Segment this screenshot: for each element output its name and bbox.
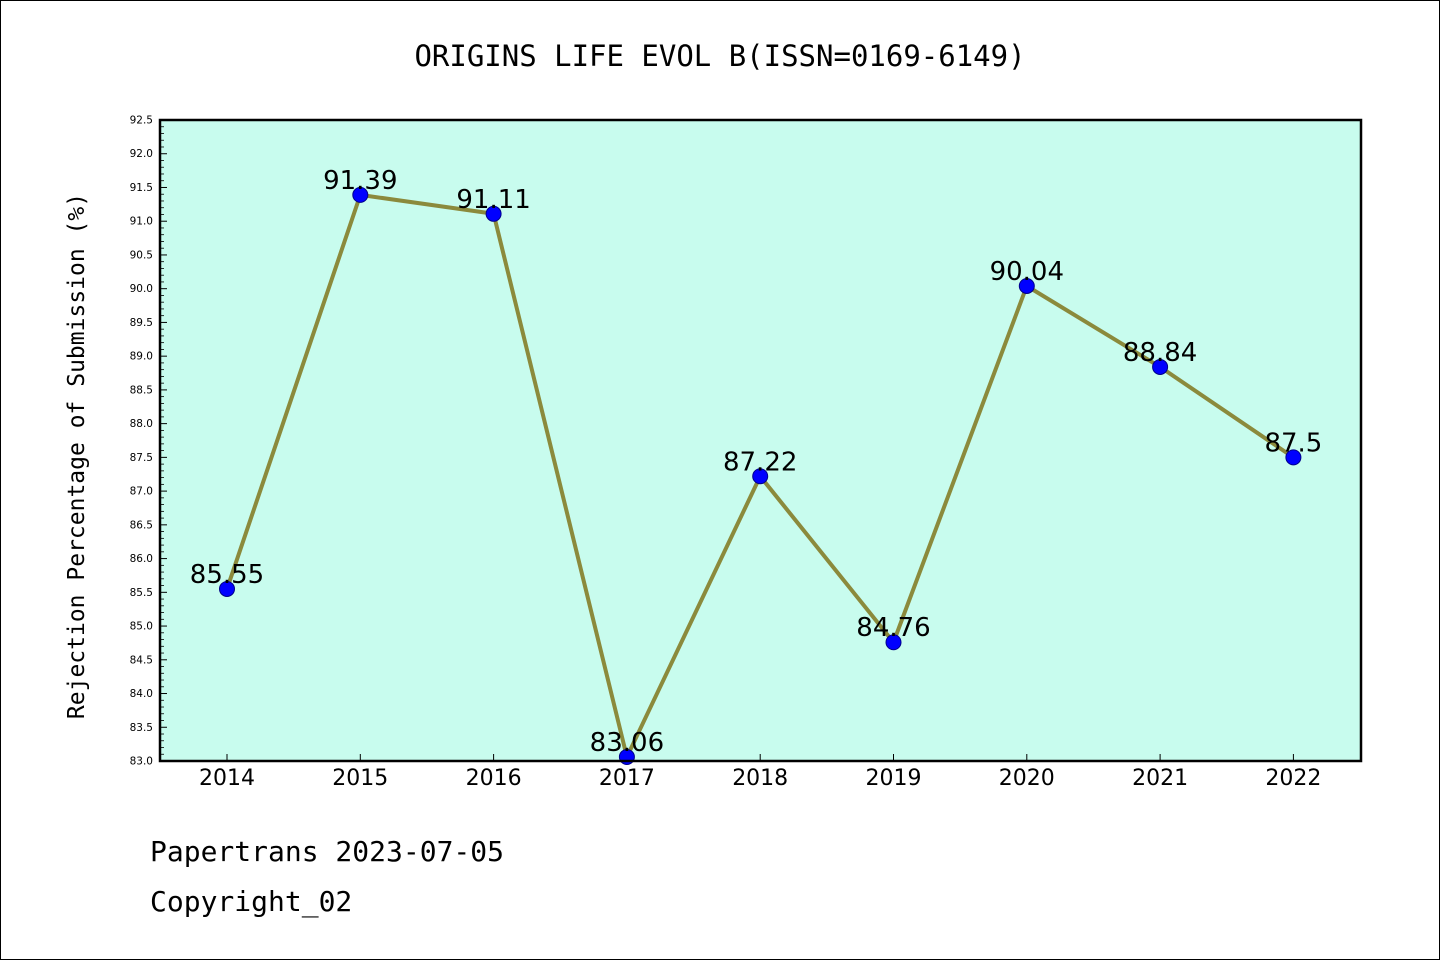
- y-tick-label: 86.0: [130, 553, 153, 565]
- y-tick-label: 92.0: [130, 148, 153, 160]
- y-tick-label: 84.5: [130, 654, 153, 666]
- data-label: 88.84: [1123, 338, 1197, 368]
- data-label: 87.22: [723, 447, 797, 477]
- chart-title: ORIGINS LIFE EVOL B(ISSN=0169-6149): [414, 39, 1025, 73]
- y-tick-label: 88.0: [130, 418, 153, 430]
- y-tick-label: 91.5: [130, 182, 153, 194]
- y-tick-label: 86.5: [130, 519, 153, 531]
- y-tick-label: 89.5: [130, 317, 153, 329]
- y-tick-label: 92.5: [130, 115, 153, 127]
- y-tick-label: 90.5: [130, 249, 153, 261]
- x-tick-label: 2017: [599, 766, 655, 791]
- x-axis: 2014 2015 2016 2017 2018 2019 2020 2021 2022: [199, 754, 1321, 791]
- y-tick-label: 88.5: [130, 384, 153, 396]
- y-tick-label: 89.0: [130, 351, 153, 363]
- data-point: [485, 205, 502, 222]
- y-tick-label: 84.0: [130, 688, 153, 700]
- y-tick-label: 83.0: [130, 756, 153, 768]
- x-tick-label: 2019: [866, 766, 922, 791]
- y-tick-label: 85.5: [130, 587, 153, 599]
- y-axis-label: Rejection Percentage of Submission (%): [64, 193, 90, 719]
- data-point: [885, 634, 902, 651]
- data-label: 91.11: [456, 185, 530, 215]
- x-tick-label: 2021: [1132, 766, 1188, 791]
- y-tick-label: 87.0: [130, 486, 153, 498]
- data-point: [1018, 277, 1035, 294]
- data-labels: 85.55 91.39 91.11 83.06 87.22 84.76 90.04 88.84…: [190, 166, 1323, 758]
- y-tick-label: 90.0: [130, 283, 153, 295]
- x-tick-label: 2014: [199, 766, 255, 791]
- y-tick-label: 83.5: [130, 722, 153, 734]
- data-point: [1152, 358, 1169, 375]
- x-tick-label: 2015: [332, 766, 388, 791]
- data-label: 87.5: [1264, 428, 1322, 458]
- footer-date: Papertrans 2023-07-05: [150, 835, 505, 868]
- data-point: [219, 580, 235, 597]
- y-axis: 83.0 83.5 84.0 84.5 85.0 85.5 86.0 86.5 87.0 87.5…: [130, 115, 167, 768]
- x-tick-label: 2016: [466, 766, 522, 791]
- footer-copyright: Copyright_02: [150, 885, 353, 918]
- data-label: 83.06: [590, 728, 664, 758]
- y-tick-label: 91.0: [130, 216, 153, 228]
- data-label: 84.76: [856, 613, 930, 643]
- plot-area: [160, 120, 1361, 761]
- plot-border: [158, 118, 1363, 763]
- data-point: [752, 468, 769, 485]
- data-point: [352, 186, 369, 203]
- x-tick-label: 2022: [1265, 766, 1321, 791]
- data-label: 90.04: [990, 257, 1064, 287]
- y-tick-label: 85.0: [130, 621, 153, 633]
- data-label: 85.55: [190, 560, 264, 590]
- data-label: 91.39: [323, 166, 397, 196]
- y-tick-label: 87.5: [130, 452, 153, 464]
- x-tick-label: 2018: [732, 766, 788, 791]
- data-point: [1285, 449, 1302, 466]
- x-tick-label: 2020: [999, 766, 1055, 791]
